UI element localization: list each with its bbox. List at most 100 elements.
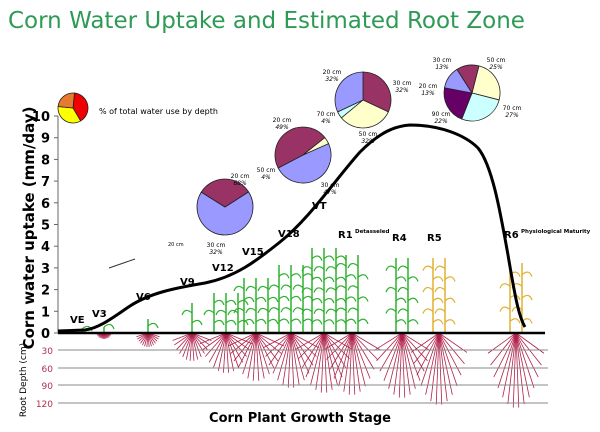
root-system [515, 332, 535, 389]
root-system [223, 332, 227, 373]
y-axis-label: Corn water uptake (mm/day) [20, 107, 38, 350]
root-system [438, 332, 443, 405]
root-system [343, 332, 353, 392]
corn-leaf [323, 297, 335, 304]
root-system [490, 332, 517, 366]
corn-leaf [301, 308, 313, 314]
root-system [351, 332, 375, 370]
root-system [298, 332, 325, 359]
water-uptake-curve [57, 123, 527, 333]
pie-percent-label: 4% [321, 118, 331, 125]
corn-leaf [347, 263, 359, 269]
corn-leaf [395, 276, 407, 282]
corn-leaf [432, 319, 444, 325]
y-tick-label: 5 [41, 219, 50, 234]
root-system [388, 332, 403, 389]
root-system [176, 332, 193, 350]
root-system [420, 332, 440, 386]
root-system [225, 332, 253, 345]
root-system [323, 332, 328, 393]
root-depth-label: 60 [42, 365, 54, 375]
corn-leaf [397, 287, 409, 293]
corn-leaf [227, 309, 239, 316]
pie-percent-label: 68% [233, 180, 247, 187]
pie-percent-label: 32% [209, 249, 223, 256]
pie-slice [200, 178, 250, 208]
y-tick-label: 8 [41, 153, 50, 168]
root-system [199, 332, 227, 345]
root-system [351, 332, 371, 379]
corn-leaf [268, 284, 280, 290]
pie-slice [471, 65, 501, 101]
root-system [277, 332, 292, 381]
y-tick-label: 10 [32, 110, 50, 125]
root-system [290, 332, 320, 349]
corn-leaf [395, 297, 407, 304]
root-system [502, 332, 517, 398]
corn-leaf [290, 273, 302, 279]
pie-depth-label: 50 cm [487, 57, 506, 64]
y-tick-label: 7 [41, 175, 50, 190]
corn-leaf [278, 295, 290, 302]
stage-label: VT [312, 201, 327, 212]
root-system [438, 332, 465, 365]
corn-leaf [203, 309, 215, 316]
pie-depth-label: 30 cm [321, 182, 340, 189]
root-system [315, 332, 325, 390]
root-system [413, 332, 440, 365]
corn-leaf [301, 287, 313, 293]
corn-leaf [422, 308, 434, 314]
pie-depth-label: 90 cm [432, 111, 451, 118]
root-system [398, 332, 403, 398]
corn-leaf [323, 319, 335, 325]
stage-label: V12 [212, 263, 234, 274]
root-system [410, 332, 440, 353]
root-system [401, 332, 425, 372]
root-system [138, 332, 149, 342]
root-system [515, 332, 542, 366]
root-system [201, 332, 227, 351]
corn-leaf [311, 276, 323, 283]
pie-percent-label: 27% [505, 112, 519, 119]
root-system [320, 332, 325, 393]
root-system [140, 332, 149, 344]
corn-leaf [245, 307, 257, 314]
root-system [147, 332, 158, 342]
pie-depth-label: 20 cm [273, 117, 292, 124]
root-system [290, 332, 310, 374]
root-system [393, 332, 403, 395]
corn-leaf [521, 294, 533, 301]
pie-slice [57, 92, 75, 109]
corn-leaf [323, 276, 335, 283]
corn-leaf [511, 306, 523, 312]
pie-depth-label: 70 cm [503, 105, 522, 112]
root-system [348, 332, 353, 395]
root-system [172, 332, 193, 341]
pie-slice [196, 191, 254, 236]
root-system [497, 332, 517, 389]
corn-leaf [280, 284, 292, 290]
stage-label: V9 [180, 277, 195, 288]
corn-leaf [357, 296, 369, 302]
pie-percent-label: 32% [361, 138, 375, 145]
root-system [191, 332, 212, 341]
root-system [305, 332, 325, 378]
root-system [174, 332, 193, 346]
root-system [225, 332, 247, 357]
corn-leaf [278, 273, 290, 279]
root-system [247, 332, 257, 379]
root-depth-label: 90 [42, 382, 54, 392]
stage-label: VE [70, 315, 85, 326]
corn-leaf [313, 266, 325, 272]
root-system [512, 332, 517, 408]
root-system [493, 332, 517, 378]
pie-slice [302, 137, 330, 156]
corn-leaf [385, 308, 397, 314]
stage-label: R1 [338, 230, 353, 241]
corn-leaf [357, 274, 369, 280]
root-system [323, 332, 353, 351]
root-system [507, 332, 517, 405]
root-system [191, 332, 195, 361]
root-system [252, 332, 257, 381]
